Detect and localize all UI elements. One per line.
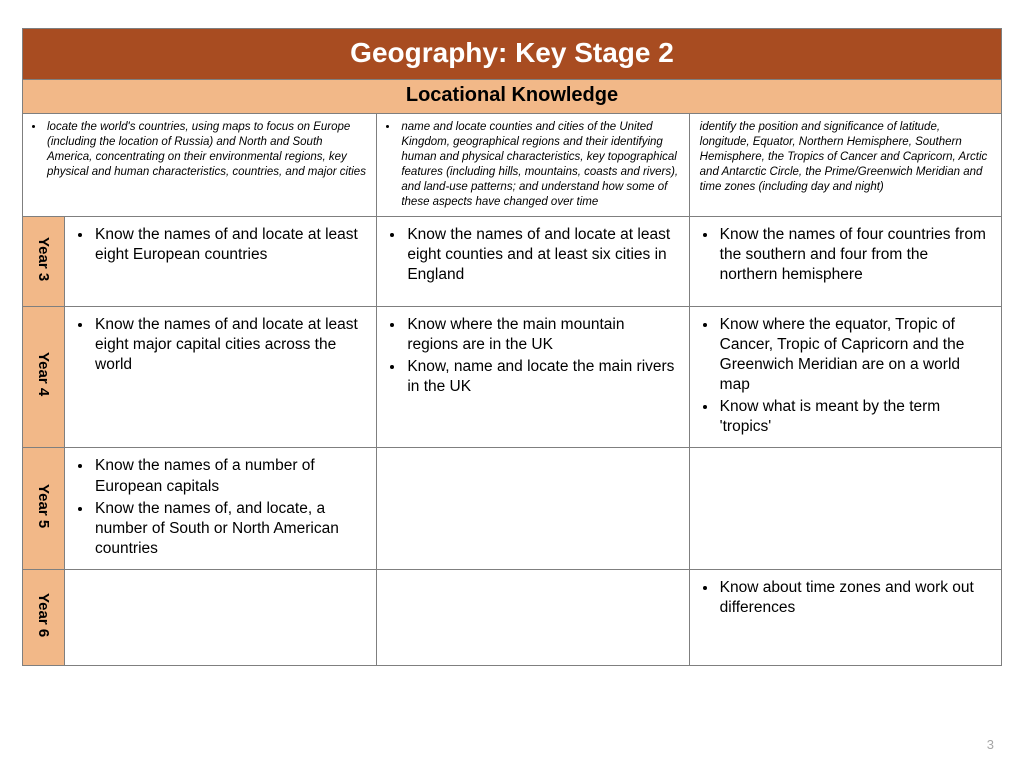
objective-item: Know the names of and locate at least ei… — [93, 315, 364, 375]
objective-item: Know where the main mountain regions are… — [405, 315, 676, 355]
content-cell: Know where the equator, Tropic of Cancer… — [689, 306, 1001, 448]
descriptor-text: locate the world's countries, using maps… — [45, 120, 366, 180]
year-row: Year 5 Know the names of a number of Euro… — [23, 448, 1002, 570]
objective-item: Know the names of, and locate, a number … — [93, 499, 364, 559]
year-row: Year 3 Know the names of and locate at le… — [23, 216, 1002, 306]
content-cell — [689, 448, 1001, 570]
content-cell: Know where the main mountain regions are… — [377, 306, 689, 448]
document-container: Geography: Key Stage 2 Locational Knowle… — [0, 0, 1024, 666]
content-cell: Know the names of and locate at least ei… — [65, 306, 377, 448]
content-cell: Know about time zones and work out diffe… — [689, 570, 1001, 666]
objective-item: Know the names of and locate at least ei… — [93, 225, 364, 265]
year-label-cell: Year 4 — [23, 306, 65, 448]
objective-item: Know, name and locate the main rivers in… — [405, 357, 676, 397]
year-label-cell: Year 3 — [23, 216, 65, 306]
objective-item: Know where the equator, Tropic of Cancer… — [718, 315, 989, 396]
year-label: Year 5 — [35, 478, 52, 534]
descriptor-col2: name and locate counties and cities of t… — [377, 114, 689, 217]
content-cell — [65, 570, 377, 666]
descriptor-text: identify the position and significance o… — [700, 121, 988, 193]
year-row: Year 6 Know about time zones and work out… — [23, 570, 1002, 666]
year-label-cell: Year 5 — [23, 448, 65, 570]
objective-item: Know the names of four countries from th… — [718, 225, 989, 285]
descriptor-row: locate the world's countries, using maps… — [23, 114, 1002, 217]
year-row: Year 4 Know the names of and locate at le… — [23, 306, 1002, 448]
subtitle-row: Locational Knowledge — [23, 80, 1002, 114]
page-number: 3 — [987, 737, 994, 752]
page-title: Geography: Key Stage 2 — [23, 29, 1002, 80]
descriptor-col1: locate the world's countries, using maps… — [23, 114, 377, 217]
objective-item: Know what is meant by the term 'tropics' — [718, 397, 989, 437]
year-label: Year 3 — [35, 231, 52, 287]
content-cell — [377, 448, 689, 570]
curriculum-table: Geography: Key Stage 2 Locational Knowle… — [22, 28, 1002, 666]
objective-item: Know about time zones and work out diffe… — [718, 578, 989, 618]
title-row: Geography: Key Stage 2 — [23, 29, 1002, 80]
content-cell: Know the names of and locate at least ei… — [377, 216, 689, 306]
descriptor-col3: identify the position and significance o… — [689, 114, 1001, 217]
year-label: Year 4 — [35, 346, 52, 402]
objective-item: Know the names of and locate at least ei… — [405, 225, 676, 285]
content-cell: Know the names of and locate at least ei… — [65, 216, 377, 306]
descriptor-text: name and locate counties and cities of t… — [399, 120, 678, 210]
content-cell — [377, 570, 689, 666]
subtitle: Locational Knowledge — [23, 80, 1002, 114]
objective-item: Know the names of a number of European c… — [93, 456, 364, 496]
content-cell: Know the names of four countries from th… — [689, 216, 1001, 306]
year-label-cell: Year 6 — [23, 570, 65, 666]
content-cell: Know the names of a number of European c… — [65, 448, 377, 570]
year-label: Year 6 — [35, 587, 52, 643]
